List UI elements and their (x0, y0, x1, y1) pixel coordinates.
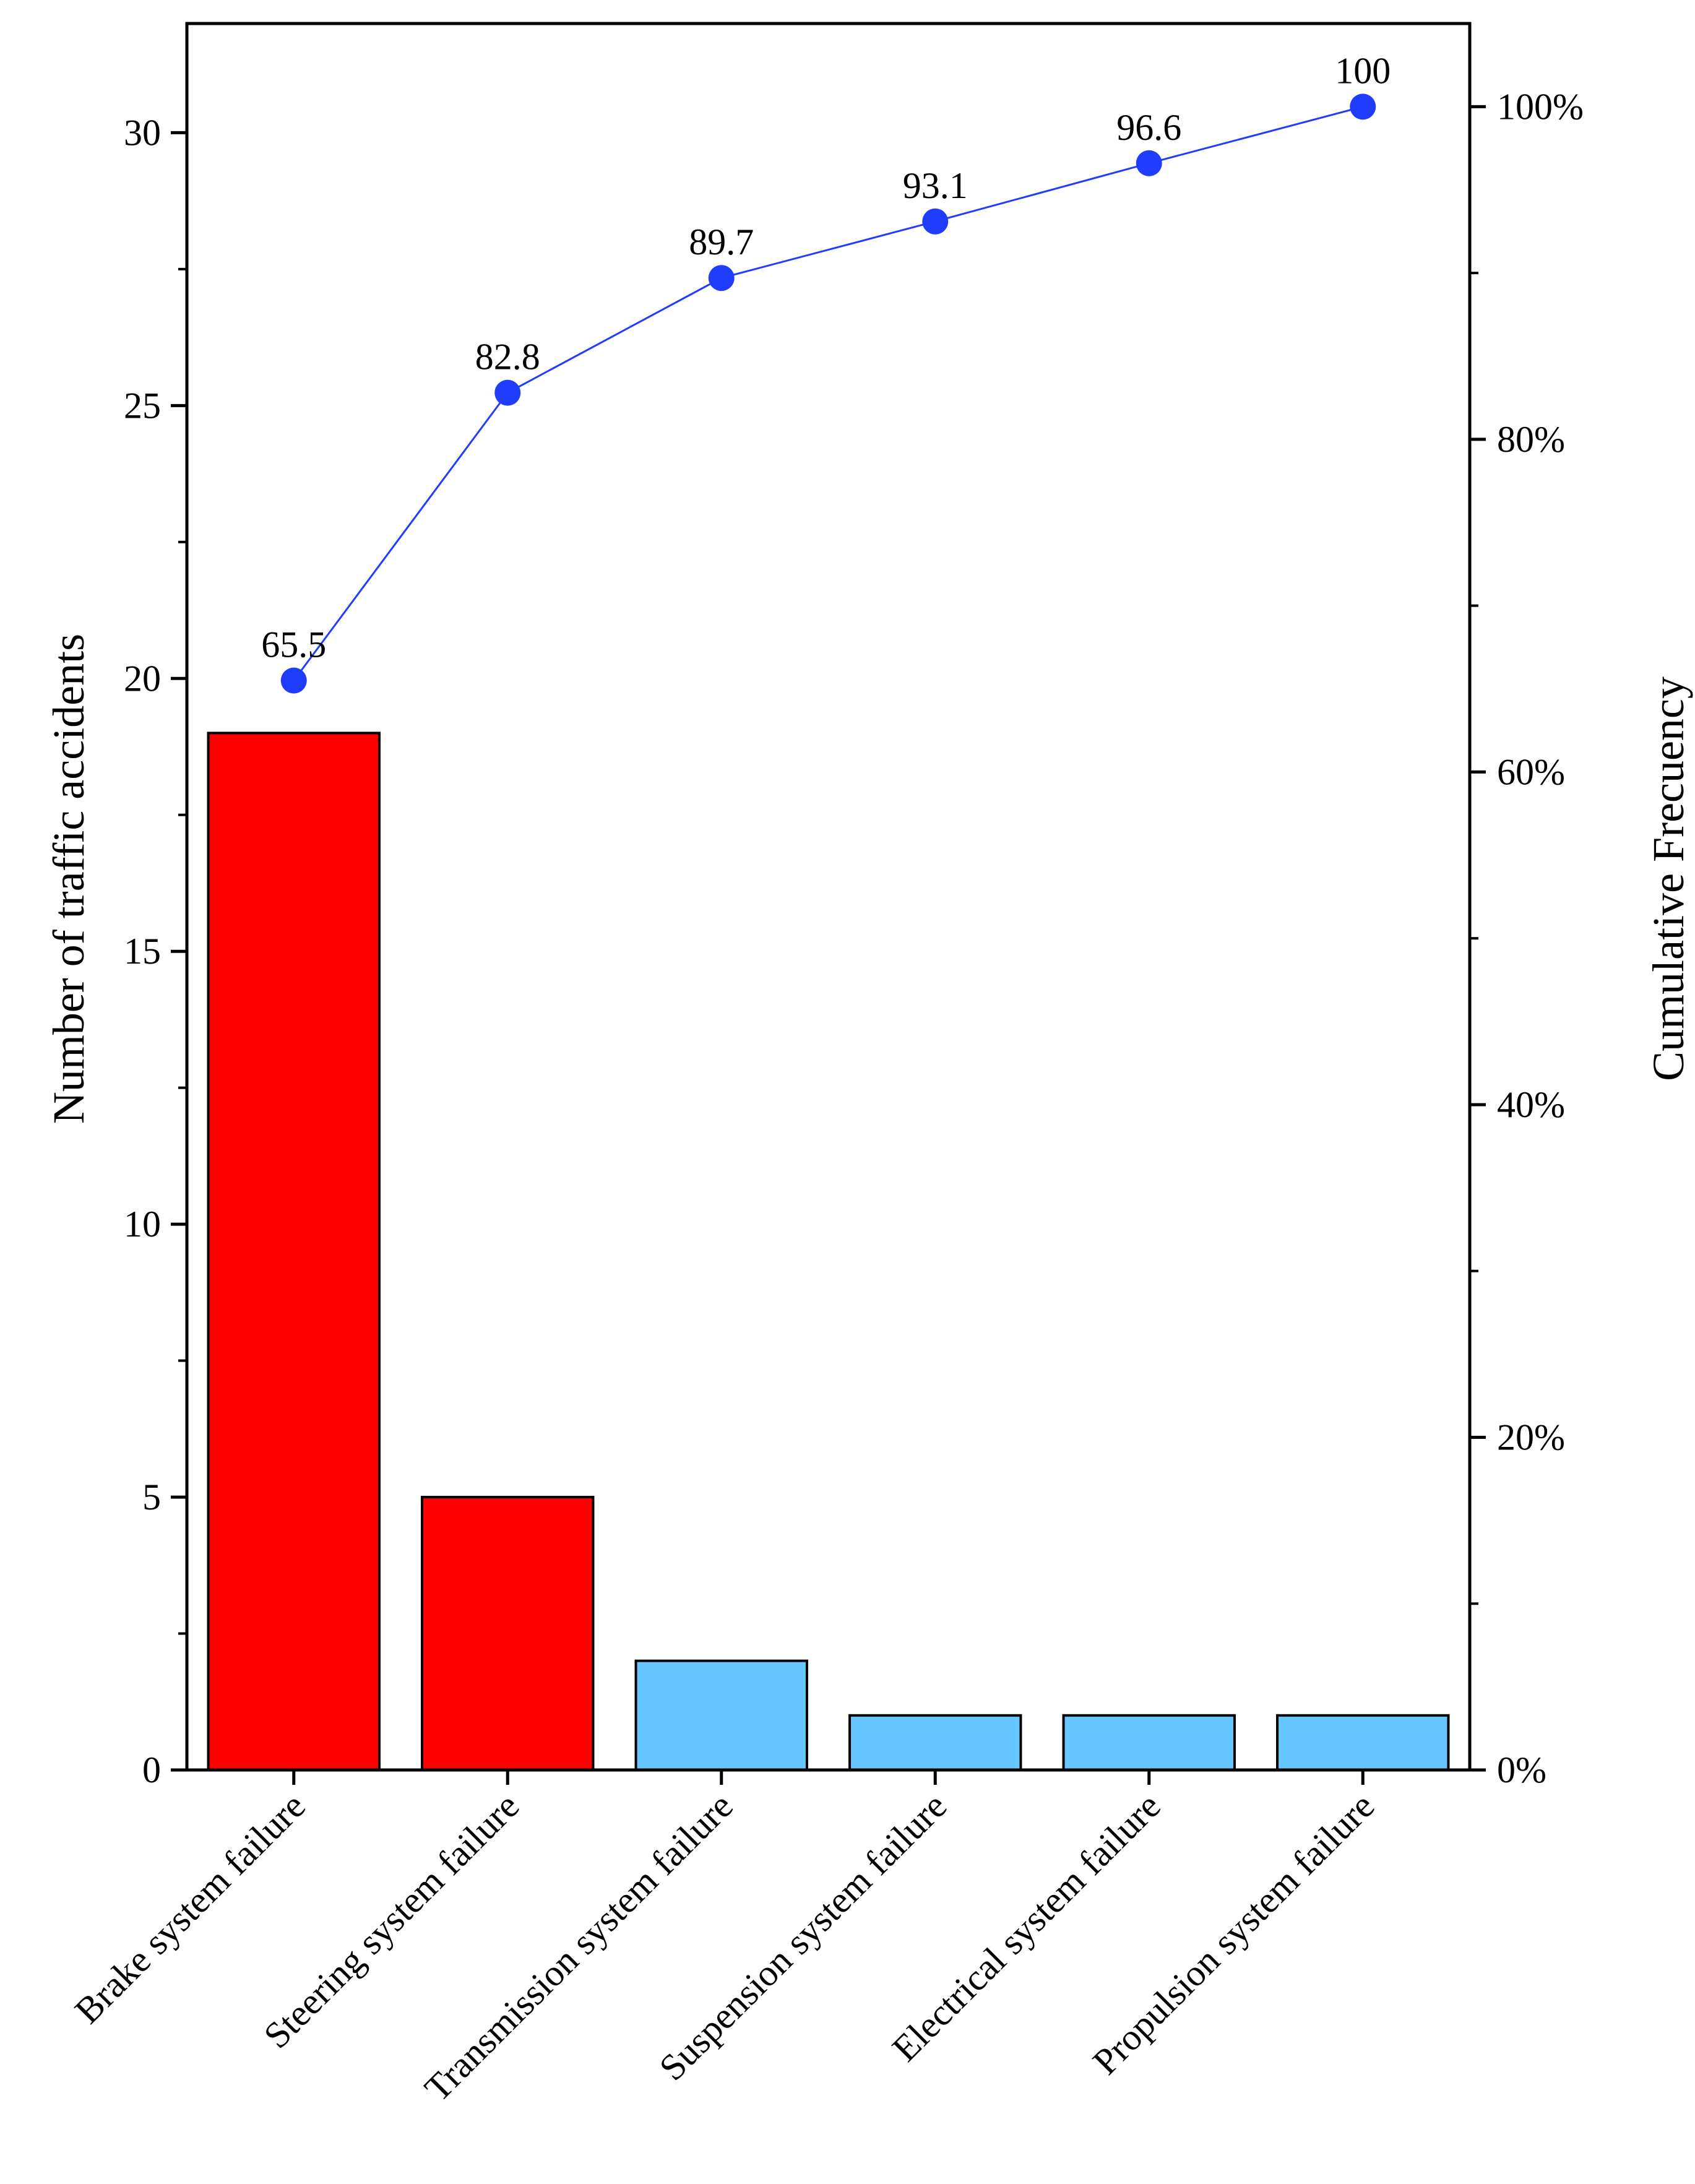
cumulative-data-label-2: 82.8 (475, 337, 540, 378)
cumulative-line-layer (280, 93, 1376, 694)
cumulative-line (293, 105, 1363, 681)
y2-tick-label-3: 40% (1497, 1084, 1565, 1125)
cumulative-point-2 (494, 379, 521, 406)
y-axis-title: Number of traffic accidents (44, 634, 93, 1124)
x-tick-label-1: Brake system failure (67, 1785, 313, 2032)
y2-tick-label-4: 60% (1497, 751, 1565, 792)
y-tick-label-3: 10 (124, 1204, 161, 1245)
plot-frame (185, 22, 1472, 1772)
y-tick-label-6: 25 (124, 385, 161, 426)
cumulative-data-label-4: 93.1 (903, 165, 968, 206)
y-tick-label-4: 15 (124, 931, 161, 972)
y-tick-label-1: 0 (142, 1750, 161, 1790)
bar-4 (848, 1714, 1022, 1771)
bar-1 (207, 732, 381, 1771)
y2-tick-label-2: 20% (1497, 1417, 1565, 1457)
bar-2 (421, 1496, 595, 1771)
bar-5 (1062, 1714, 1236, 1771)
y2-tick-label-6: 100% (1497, 86, 1584, 127)
axes-layer (171, 22, 1486, 1785)
cumulative-data-label-5: 96.6 (1116, 107, 1181, 148)
cumulative-point-6 (1350, 93, 1376, 120)
bar-6 (1276, 1714, 1450, 1771)
y2-axis-title: Cumulative Frecuency (1644, 676, 1693, 1081)
cumulative-data-label-3: 89.7 (689, 222, 754, 262)
cumulative-point-1 (280, 667, 307, 694)
y-tick-label-7: 30 (124, 112, 161, 153)
cumulative-point-3 (708, 265, 735, 291)
cumulative-data-label-6: 100 (1335, 50, 1391, 91)
y-tick-label-5: 20 (124, 658, 161, 699)
y-tick-label-2: 5 (142, 1477, 161, 1517)
bars-layer (207, 732, 1450, 1771)
bar-3 (634, 1659, 808, 1771)
cumulative-data-label-1: 65.5 (261, 624, 326, 665)
cumulative-point-4 (922, 208, 949, 235)
cumulative-point-5 (1136, 150, 1162, 176)
y2-tick-label-5: 80% (1497, 419, 1565, 460)
y2-tick-label-1: 0% (1497, 1750, 1546, 1790)
